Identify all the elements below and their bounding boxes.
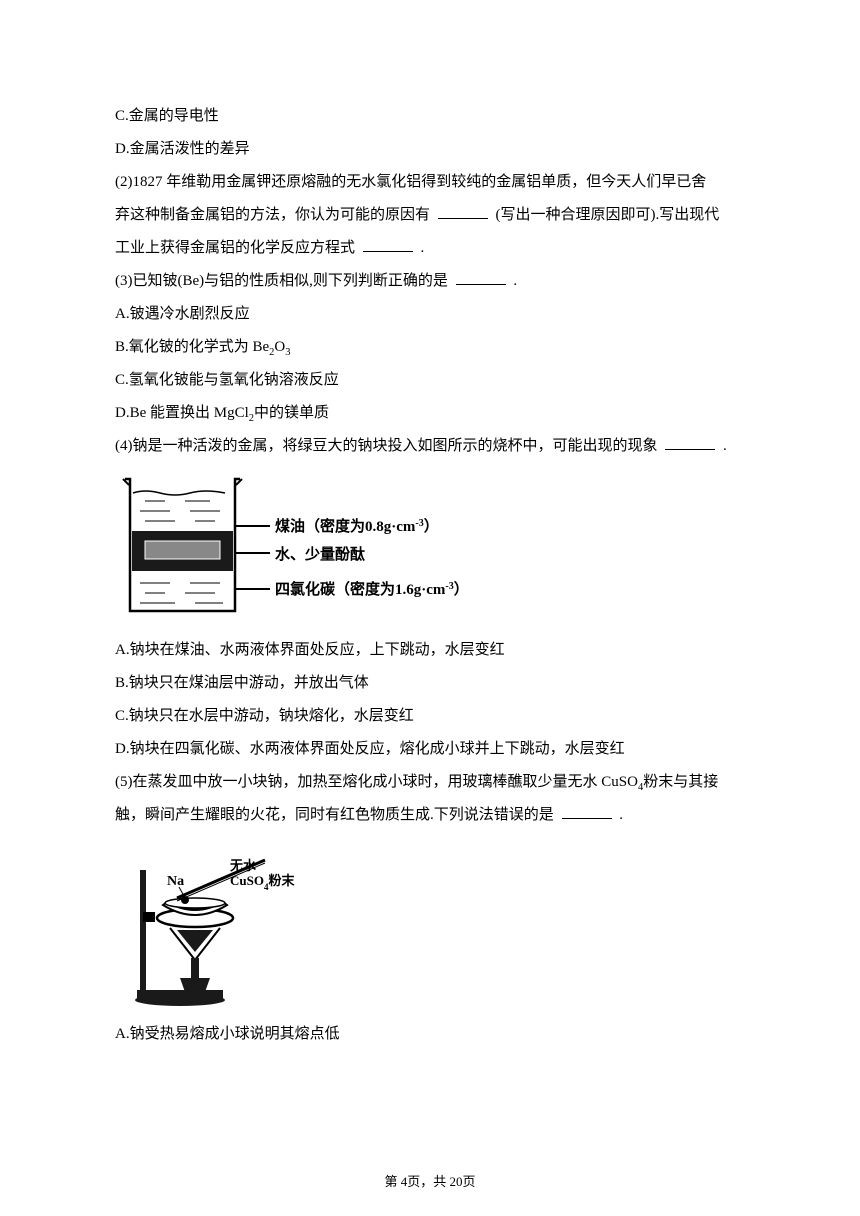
q4-line: (4)钠是一种活泼的金属，将绿豆大的钠块投入如图所示的烧杯中，可能出现的现象 . <box>115 430 745 463</box>
q4-option-c: C.钠块只在水层中游动，钠块熔化，水层变红 <box>115 700 745 733</box>
q5-d: 触，瞬间产生耀眼的火花，同时有红色物质生成.下列说法错误的是 <box>115 807 558 823</box>
footer-e: 页 <box>463 1174 476 1189</box>
q3d-c: 中的镁单质 <box>254 405 329 421</box>
beaker-figure: 煤油（密度为0.8g·cm-3） 水、少量酚酞 四氯化碳（密度为1.6g·cm-… <box>115 471 485 626</box>
blank-input[interactable] <box>438 204 488 219</box>
q2-text-e: . <box>417 240 425 256</box>
q5-c: 粉末与其接 <box>643 774 718 790</box>
q5-a: (5)在蒸发皿中放一小块钠，加热至熔化成小球时，用玻璃棒醮取少量无水 CuSO <box>115 774 638 790</box>
page-footer: 第 4页，共 20页 <box>0 1175 860 1188</box>
q2-text-c: (写出一种合理原因即可).写出现代 <box>492 207 720 223</box>
q3d-a: D.Be 能置换出 MgCl <box>115 405 249 421</box>
option-c: C.金属的导电性 <box>115 100 745 133</box>
q3-option-a: A.铍遇冷水剧烈反应 <box>115 298 745 331</box>
svg-text:无水: 无水 <box>229 858 257 873</box>
q2-line2: 弃这种制备金属铝的方法，你认为可能的原因有 (写出一种合理原因即可).写出现代 <box>115 199 745 232</box>
svg-text:煤油（密度为0.8g·cm-3）: 煤油（密度为0.8g·cm-3） <box>275 517 439 535</box>
q5-line1: (5)在蒸发皿中放一小块钠，加热至熔化成小球时，用玻璃棒醮取少量无水 CuSO4… <box>115 766 745 799</box>
svg-text:四氯化碳（密度为1.6g·cm-3）: 四氯化碳（密度为1.6g·cm-3） <box>275 580 469 598</box>
q2-text-d: 工业上获得金属铝的化学反应方程式 <box>115 240 359 256</box>
q3-option-d: D.Be 能置换出 MgCl2中的镁单质 <box>115 397 745 430</box>
q5-end: . <box>616 807 624 823</box>
blank-input[interactable] <box>456 270 506 285</box>
q4-end: . <box>719 438 727 454</box>
q3b-c: O <box>274 339 285 355</box>
svg-text:水、少量酚酞: 水、少量酚酞 <box>275 545 365 563</box>
apparatus-figure: Na 无水 CuSO4粉末 <box>115 840 315 1010</box>
q3b-a: B.氧化铍的化学式为 Be <box>115 339 269 355</box>
q2-line3: 工业上获得金属铝的化学反应方程式 . <box>115 232 745 265</box>
blank-input[interactable] <box>363 237 413 252</box>
q3-option-c: C.氢氧化铍能与氢氧化钠溶液反应 <box>115 364 745 397</box>
q3-end: . <box>510 273 518 289</box>
q3-option-b: B.氧化铍的化学式为 Be2O3 <box>115 331 745 364</box>
q3-text: (3)已知铍(Be)与铝的性质相似,则下列判断正确的是 <box>115 273 452 289</box>
q4-option-a: A.钠块在煤油、水两液体界面处反应，上下跳动，水层变红 <box>115 634 745 667</box>
footer-a: 第 <box>384 1174 400 1189</box>
svg-text:CuSO4粉末: CuSO4粉末 <box>230 873 295 892</box>
last-option-a: A.钠受热易熔成小球说明其熔点低 <box>115 1018 745 1051</box>
q3b-sub2: 3 <box>285 347 290 358</box>
q3-line: (3)已知铍(Be)与铝的性质相似,则下列判断正确的是 . <box>115 265 745 298</box>
svg-text:Na: Na <box>167 874 184 889</box>
q5-line2: 触，瞬间产生耀眼的火花，同时有红色物质生成.下列说法错误的是 . <box>115 799 745 832</box>
q4-option-b: B.钠块只在煤油层中游动，并放出气体 <box>115 667 745 700</box>
blank-input[interactable] <box>562 804 612 819</box>
footer-c: 页，共 <box>407 1174 449 1189</box>
q2-line1: (2)1827 年维勒用金属钾还原熔融的无水氯化铝得到较纯的金属铝单质，但今天人… <box>115 166 745 199</box>
footer-page-total: 20 <box>450 1174 463 1189</box>
option-d: D.金属活泼性的差异 <box>115 133 745 166</box>
blank-input[interactable] <box>665 435 715 450</box>
q4-option-d: D.钠块在四氯化碳、水两液体界面处反应，熔化成小球并上下跳动，水层变红 <box>115 733 745 766</box>
q4-text: (4)钠是一种活泼的金属，将绿豆大的钠块投入如图所示的烧杯中，可能出现的现象 <box>115 438 661 454</box>
q2-text-b: 弃这种制备金属铝的方法，你认为可能的原因有 <box>115 207 434 223</box>
